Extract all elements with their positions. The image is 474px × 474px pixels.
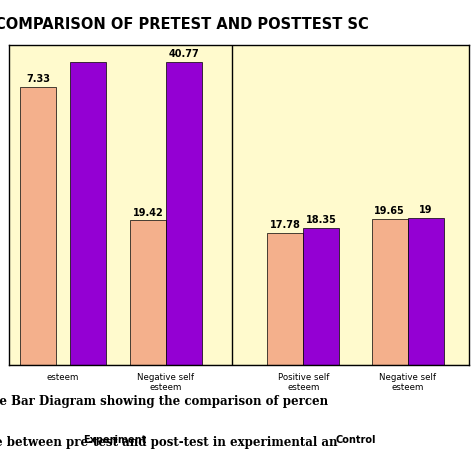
Text: 40.77: 40.77 — [169, 49, 199, 59]
Text: Control: Control — [335, 435, 376, 446]
Bar — [130, 220, 166, 365]
Text: le Bar Diagram showing the comparison of percen: le Bar Diagram showing the comparison of… — [0, 394, 328, 408]
Bar — [303, 228, 339, 365]
Text: 7.33: 7.33 — [26, 74, 50, 84]
Text: Experiment: Experiment — [83, 435, 146, 446]
Bar — [372, 219, 408, 365]
Text: e between pre-test and post-test in experimental an: e between pre-test and post-test in expe… — [0, 436, 338, 449]
Text: COMPARISON OF PRETEST AND POSTTEST SC: COMPARISON OF PRETEST AND POSTTEST SC — [0, 18, 369, 33]
Text: 19: 19 — [419, 205, 432, 215]
Text: 17.78: 17.78 — [270, 220, 301, 230]
Bar — [267, 233, 303, 365]
Text: 19.42: 19.42 — [133, 208, 163, 218]
Text: 18.35: 18.35 — [306, 216, 337, 226]
Text: 19.65: 19.65 — [374, 206, 405, 216]
Bar — [70, 62, 106, 365]
Bar — [20, 87, 56, 365]
Bar — [166, 62, 202, 365]
Bar — [408, 218, 444, 365]
